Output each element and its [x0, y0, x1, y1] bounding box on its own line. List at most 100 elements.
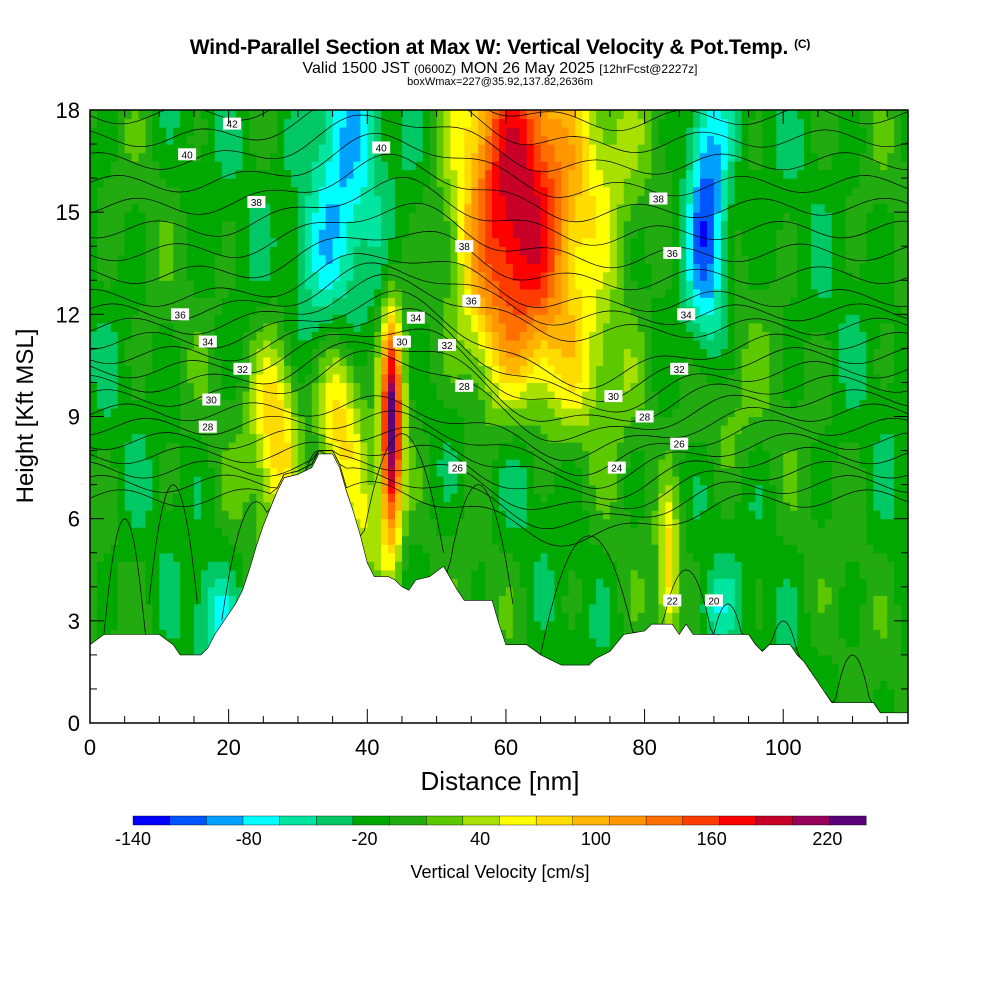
w-cell — [173, 407, 181, 418]
w-cell — [256, 144, 264, 154]
w-cell — [374, 459, 382, 469]
w-cell — [388, 127, 396, 137]
w-cell — [374, 314, 382, 324]
w-cell — [512, 280, 521, 290]
w-cell — [367, 288, 375, 298]
w-cell — [408, 254, 417, 264]
w-cell — [492, 561, 500, 571]
w-cell — [360, 399, 368, 409]
w-cell — [492, 356, 500, 367]
w-cell — [547, 510, 556, 520]
w-cell — [471, 186, 479, 196]
w-cell — [374, 161, 382, 171]
w-cell — [561, 612, 569, 622]
w-cell — [277, 467, 285, 477]
w-cell — [180, 382, 188, 392]
w-cell — [478, 527, 486, 537]
w-cell — [443, 178, 452, 188]
w-cell — [519, 263, 528, 273]
w-cell — [145, 288, 153, 298]
w-cell — [512, 620, 521, 630]
w-cell — [270, 433, 278, 443]
w-cell — [554, 271, 562, 281]
w-cell — [145, 459, 153, 469]
w-cell — [207, 459, 216, 469]
w-cell — [499, 493, 507, 503]
w-cell — [353, 254, 361, 264]
w-cell — [242, 493, 251, 503]
w-cell — [353, 356, 361, 367]
w-cell — [138, 603, 147, 613]
w-cell — [138, 365, 147, 375]
w-cell — [228, 467, 237, 477]
w-cell — [547, 552, 556, 562]
w-cell — [547, 186, 556, 196]
w-cell — [284, 356, 292, 367]
w-cell — [159, 169, 167, 179]
w-cell — [547, 527, 556, 537]
w-cell — [401, 288, 410, 298]
w-cell — [512, 212, 521, 222]
w-cell — [263, 510, 271, 520]
w-cell — [367, 390, 375, 401]
w-cell — [408, 552, 417, 562]
w-cell — [124, 433, 133, 443]
w-cell — [554, 518, 562, 528]
w-cell — [304, 390, 313, 401]
w-cell — [242, 399, 251, 409]
w-cell — [193, 595, 202, 605]
w-cell — [284, 144, 292, 154]
w-cell — [381, 212, 389, 222]
w-cell — [277, 407, 285, 418]
w-cell — [270, 373, 278, 384]
w-cell — [457, 280, 465, 290]
w-cell — [263, 433, 271, 443]
w-cell — [519, 442, 528, 452]
w-cell — [90, 314, 98, 324]
w-cell — [173, 373, 181, 384]
w-cell — [304, 348, 313, 358]
w-cell — [346, 425, 355, 435]
w-cell — [291, 288, 299, 298]
w-cell — [131, 535, 140, 545]
w-cell — [395, 127, 403, 137]
w-cell — [478, 501, 486, 511]
w-cell — [374, 297, 382, 307]
w-cell — [526, 459, 535, 469]
w-cell — [124, 595, 133, 605]
w-cell — [173, 365, 181, 375]
w-cell — [152, 169, 160, 179]
w-cell — [408, 450, 417, 460]
w-cell — [159, 595, 167, 605]
w-cell — [526, 527, 535, 537]
w-cell — [381, 382, 389, 392]
w-cell — [138, 527, 147, 537]
w-cell — [284, 305, 292, 315]
w-cell — [339, 203, 348, 213]
w-cell — [124, 144, 133, 154]
w-cell — [415, 135, 424, 145]
w-cell — [401, 271, 410, 281]
w-cell — [429, 476, 438, 486]
w-cell — [193, 535, 202, 545]
w-cell — [242, 288, 251, 298]
w-cell — [554, 578, 562, 588]
w-cell — [339, 407, 348, 418]
w-cell — [242, 450, 251, 460]
w-cell — [159, 195, 167, 205]
w-cell — [457, 118, 465, 128]
w-cell — [505, 186, 514, 196]
w-cell — [235, 518, 244, 528]
w-cell — [180, 510, 188, 520]
w-cell — [499, 110, 507, 120]
w-cell — [464, 271, 472, 281]
w-cell — [159, 433, 167, 443]
w-cell — [304, 203, 313, 213]
w-cell — [96, 161, 105, 171]
w-cell — [422, 356, 431, 367]
w-cell — [318, 178, 327, 188]
w-cell — [499, 552, 507, 562]
w-cell — [242, 552, 251, 562]
w-cell — [131, 195, 140, 205]
w-cell — [96, 382, 105, 392]
